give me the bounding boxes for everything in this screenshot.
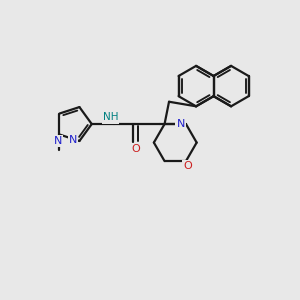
Text: O: O <box>183 161 192 172</box>
Text: N: N <box>54 136 62 146</box>
Text: O: O <box>131 144 140 154</box>
Text: N: N <box>176 119 185 129</box>
Text: NH: NH <box>103 112 118 122</box>
Text: N: N <box>69 134 77 145</box>
